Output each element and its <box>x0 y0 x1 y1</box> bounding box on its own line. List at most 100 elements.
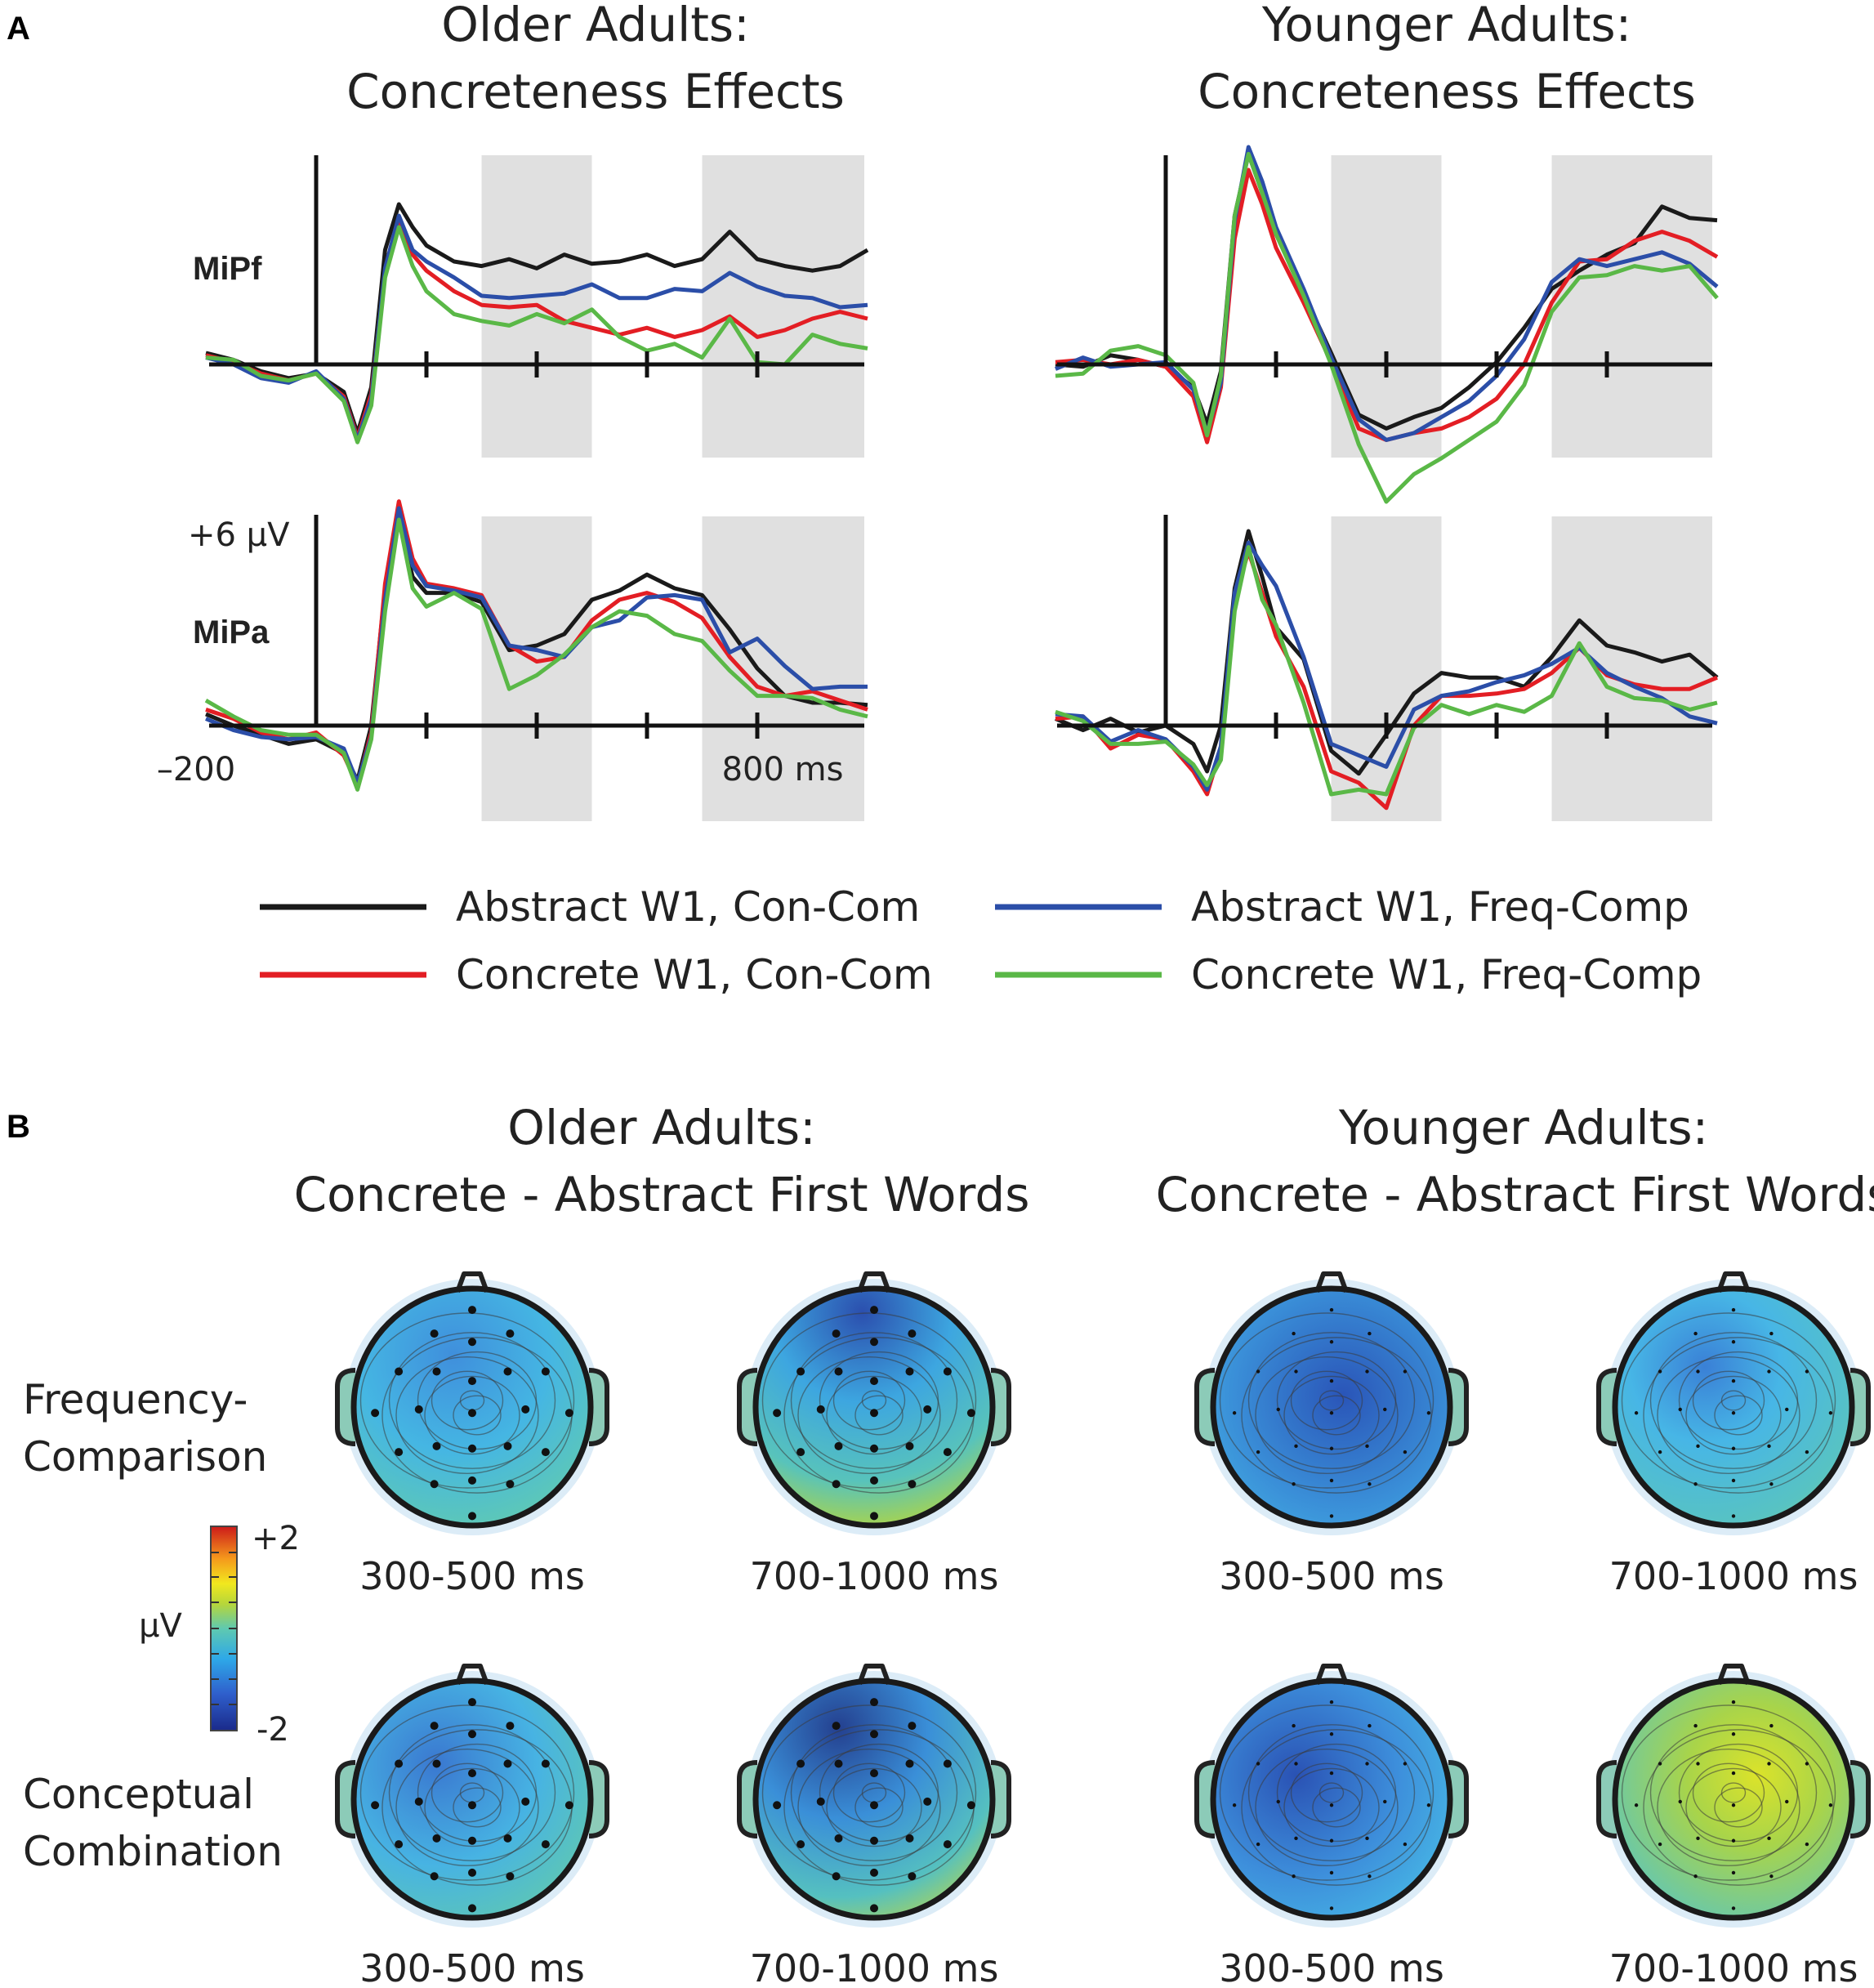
topo-head-outline <box>752 1285 996 1529</box>
topo-field <box>1213 1289 1450 1526</box>
topo-electrode <box>816 1405 825 1414</box>
topo-contour <box>424 1767 520 1847</box>
topo-electrode <box>870 1306 878 1315</box>
topo-electrode <box>468 1801 476 1810</box>
topo-electrode <box>414 1405 423 1414</box>
topo-electrode <box>1329 1732 1334 1736</box>
topo-contour <box>761 1312 977 1489</box>
topo-electrode <box>395 1840 404 1849</box>
topo-electrode <box>1329 1307 1334 1312</box>
topo-contour <box>854 1395 904 1436</box>
topo-electrode <box>503 1759 512 1768</box>
topo-field <box>354 1289 591 1526</box>
topo-electrode <box>1785 1799 1789 1804</box>
topo-electrode <box>870 1338 878 1347</box>
topo-electrode <box>1426 1803 1431 1807</box>
topo-contour <box>1255 1356 1399 1475</box>
topo-electrode <box>1696 1369 1700 1374</box>
topo-electrode <box>816 1797 825 1806</box>
erp-panel-older-mipa <box>204 499 868 821</box>
row-label-concept-line2: Combination <box>23 1828 283 1875</box>
older-title-line2: Concreteness Effects <box>346 64 845 119</box>
topo-electrode <box>905 1834 914 1843</box>
topo-electrode <box>966 1409 975 1418</box>
topo-electrode <box>468 1444 476 1453</box>
topo-contour <box>1283 1375 1380 1455</box>
topo-electrode <box>468 1306 476 1315</box>
window-label-yfc300: 300-500 ms <box>1219 1554 1444 1598</box>
topo-electrode <box>1232 1803 1237 1807</box>
colorbar: +2 -2 μV <box>139 1520 300 1749</box>
topo-electrode <box>834 1834 843 1843</box>
panel-letter-b: B <box>7 1109 30 1145</box>
topo-contour <box>1692 1762 1765 1823</box>
topo-electrode <box>468 1476 476 1485</box>
topo-electrode <box>1658 1369 1662 1374</box>
topo-head-outline <box>1612 1285 1855 1529</box>
topo-contour <box>388 1724 556 1861</box>
topo-electrode <box>1365 1836 1369 1841</box>
topo-contour <box>359 1312 575 1489</box>
topo-electrode <box>943 1840 952 1849</box>
series-line-abstract_freq <box>1055 145 1719 442</box>
topo-electrode <box>468 1377 476 1386</box>
younger-title-line1: Younger Adults: <box>1261 0 1631 52</box>
topo-electrode <box>541 1367 550 1376</box>
erp-panel-younger-mipf <box>1055 145 1719 504</box>
topo-contour <box>1290 1762 1363 1823</box>
topo-electrode <box>1232 1411 1237 1415</box>
topo-contour <box>1714 1395 1763 1436</box>
topo-contour <box>1318 1390 1345 1411</box>
topo-electrode <box>1767 1444 1771 1449</box>
topo-electrode <box>468 1730 476 1739</box>
topo-electrode <box>1731 1514 1736 1518</box>
topo-head-outline <box>1210 1285 1453 1529</box>
topo-ear-left <box>1596 1368 1617 1446</box>
topo-electrode <box>1805 1762 1809 1766</box>
topo-electrode <box>834 1759 843 1768</box>
shaded-window-1 <box>481 516 592 821</box>
topo-electrode <box>1731 1732 1736 1736</box>
topo-electrode <box>1403 1762 1408 1766</box>
topo-contour <box>797 1356 941 1475</box>
topo-electrode <box>1731 1307 1736 1312</box>
topo-electrode <box>506 1722 515 1731</box>
topo-electrode <box>503 1834 512 1843</box>
topo-electrode <box>541 1759 550 1768</box>
topo-electrode <box>468 1868 476 1877</box>
topo-electrode <box>943 1759 952 1768</box>
topo-electrode <box>506 1872 515 1881</box>
topo-head-outline <box>350 1285 594 1529</box>
topo-head-outline <box>1210 1678 1453 1921</box>
topo-electrode <box>1696 1836 1700 1841</box>
topo-contour <box>424 1375 520 1455</box>
topo-electrode <box>1403 1369 1408 1374</box>
topo-electrode <box>1678 1799 1682 1804</box>
topo-contour <box>1219 1704 1435 1881</box>
window-label-ofc700: 700-1000 ms <box>750 1554 999 1598</box>
topo-electrode <box>468 1769 476 1778</box>
window-label-occ300: 300-500 ms <box>359 1946 585 1988</box>
topo-electrode <box>1329 1771 1334 1776</box>
topo-field <box>756 1681 993 1918</box>
topo-electrode <box>371 1409 380 1418</box>
window-label-ycc300: 300-500 ms <box>1219 1946 1444 1988</box>
topo-electrode <box>870 1476 878 1485</box>
topo-electrode <box>834 1441 843 1450</box>
topo-electrode <box>1693 1331 1698 1336</box>
topo-contour <box>1649 1332 1818 1469</box>
shaded-window-2 <box>1551 155 1712 458</box>
topo-field <box>1615 1681 1852 1918</box>
topo-electrode <box>1731 1838 1736 1843</box>
topo-electrode <box>468 1836 476 1845</box>
topo-electrode <box>1365 1369 1369 1374</box>
colorbar-ticks <box>211 1552 237 1705</box>
topo-electrode <box>832 1480 841 1489</box>
legend-label-abstract-concom: Abstract W1, Con-Com <box>456 883 920 931</box>
topo-electrode <box>870 1730 878 1739</box>
topo-ear-right <box>1849 1760 1871 1838</box>
topo-electrode <box>1696 1444 1700 1449</box>
topo-contour <box>1312 1395 1361 1436</box>
topo-electrode <box>1769 1874 1774 1879</box>
topo-electrode <box>923 1797 932 1806</box>
